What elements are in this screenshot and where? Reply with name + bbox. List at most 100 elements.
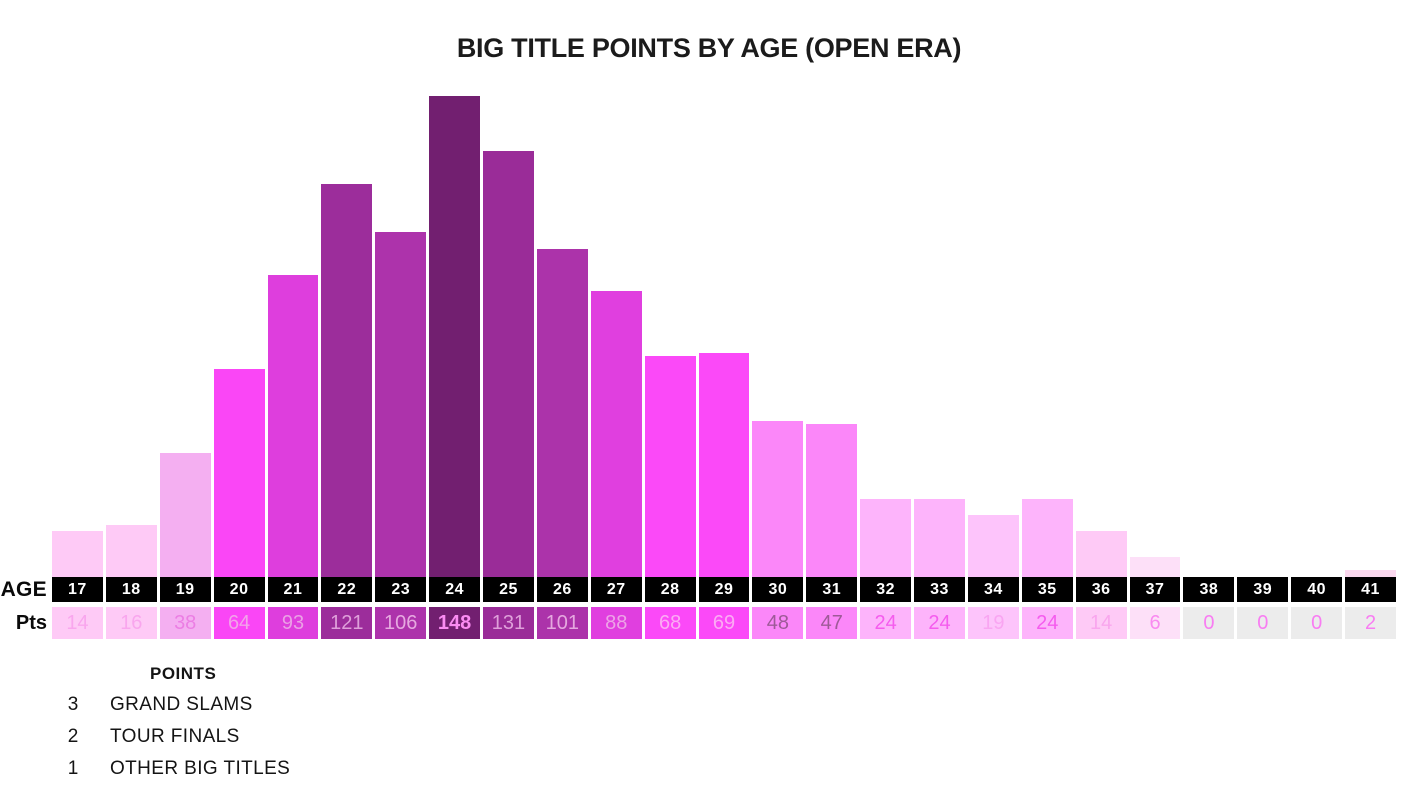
pts-row: 14 16 38 64 93 121 106 148 131 101 88 68 69 48 47 24 24 1…: [52, 607, 1396, 639]
age-cell: 41: [1345, 577, 1396, 602]
bar-column: [1291, 96, 1342, 577]
legend-item-label: TOUR FINALS: [110, 726, 240, 747]
age-cell: 24: [429, 577, 481, 602]
pts-cell: 68: [644, 607, 696, 639]
bar-column: [967, 96, 1019, 577]
bar-column: [375, 96, 427, 577]
pts-cell: 64: [213, 607, 265, 639]
age-cell: 19: [159, 577, 211, 602]
bar-column: [213, 96, 265, 577]
age-cell: 30: [752, 577, 804, 602]
bar-column: [698, 96, 750, 577]
bar: [1345, 570, 1396, 577]
bar: [1021, 499, 1073, 577]
bar-column: [159, 96, 211, 577]
age-cell: 20: [213, 577, 265, 602]
age-cell: 21: [267, 577, 319, 602]
bar: [698, 353, 750, 577]
bar: [1129, 557, 1181, 577]
pts-cell: 121: [321, 607, 373, 639]
bar-column: [321, 96, 373, 577]
age-cell: 28: [644, 577, 696, 602]
pts-cell: 48: [752, 607, 804, 639]
pts-cell: 38: [159, 607, 211, 639]
legend-items: 3 GRAND SLAMS 2 TOUR FINALS 1 OTHER BIG …: [0, 689, 420, 785]
pts-cell: 0: [1237, 607, 1289, 639]
bar-column: [752, 96, 804, 577]
bar: [375, 232, 427, 577]
age-cell: 26: [536, 577, 588, 602]
age-cell: 40: [1291, 577, 1343, 602]
pts-cell: 19: [967, 607, 1019, 639]
bar: [806, 424, 858, 577]
pts-cell: 2: [1345, 607, 1396, 639]
bar-column: [105, 96, 157, 577]
legend-item: 3 GRAND SLAMS: [0, 689, 420, 721]
age-cell: 38: [1183, 577, 1235, 602]
bar-column: [914, 96, 965, 577]
pts-cell: 0: [1183, 607, 1235, 639]
bar: [590, 291, 642, 577]
pts-cell: 24: [1021, 607, 1073, 639]
bar-column: [644, 96, 696, 577]
pts-cell: 148: [429, 607, 481, 639]
pts-cell: 101: [536, 607, 588, 639]
bar-column: [1075, 96, 1127, 577]
bar-column: [267, 96, 319, 577]
pts-cell: 0: [1291, 607, 1343, 639]
pts-cell: 47: [806, 607, 858, 639]
age-axis-label: AGE: [0, 577, 47, 601]
bar: [267, 275, 319, 577]
pts-cell: 16: [105, 607, 157, 639]
bar: [1075, 531, 1127, 577]
bar-column: [1237, 96, 1288, 577]
age-cell: 23: [375, 577, 427, 602]
age-cell: 17: [52, 577, 103, 602]
bar: [914, 499, 965, 577]
bar: [536, 249, 588, 577]
legend-points-value: 3: [67, 694, 79, 715]
bar: [105, 525, 157, 577]
bar-column: [1021, 96, 1073, 577]
chart-title: BIG TITLE POINTS BY AGE (OPEN ERA): [456, 33, 962, 63]
pts-cell: 131: [483, 607, 534, 639]
bar-column: [52, 96, 103, 577]
pts-cell: 14: [52, 607, 103, 639]
bar: [159, 453, 211, 577]
legend-item-label: GRAND SLAMS: [110, 694, 253, 715]
legend-item-label: OTHER BIG TITLES: [110, 758, 291, 779]
pts-cell: 6: [1129, 607, 1181, 639]
pts-cell: 69: [698, 607, 750, 639]
bar: [52, 531, 103, 577]
age-cell: 18: [105, 577, 157, 602]
legend-item: 1 OTHER BIG TITLES: [0, 753, 420, 785]
age-cell: 39: [1237, 577, 1289, 602]
bar: [644, 356, 696, 577]
bar-column: [429, 96, 481, 577]
age-cell: 37: [1129, 577, 1181, 602]
age-cell: 34: [967, 577, 1019, 602]
pts-axis-label: Pts: [15, 611, 47, 634]
bar-column: [1183, 96, 1234, 577]
bar: [321, 184, 373, 577]
age-cell: 22: [321, 577, 373, 602]
pts-cell: 24: [860, 607, 912, 639]
age-cell: 27: [590, 577, 642, 602]
legend-points-value: 2: [67, 726, 79, 747]
bar: [860, 499, 912, 577]
legend-header: POINTS: [150, 664, 217, 683]
pts-cell: 24: [914, 607, 965, 639]
age-cell: 35: [1021, 577, 1073, 602]
age-cell: 33: [914, 577, 965, 602]
bar: [213, 369, 265, 577]
bar: [752, 421, 804, 577]
bar-chart: [52, 96, 1396, 577]
bar: [967, 515, 1019, 577]
bar-column: [590, 96, 642, 577]
bar-column: [1345, 96, 1396, 577]
pts-cell: 88: [590, 607, 642, 639]
bar: [429, 96, 481, 577]
pts-cell: 93: [267, 607, 319, 639]
bar-column: [806, 96, 858, 577]
